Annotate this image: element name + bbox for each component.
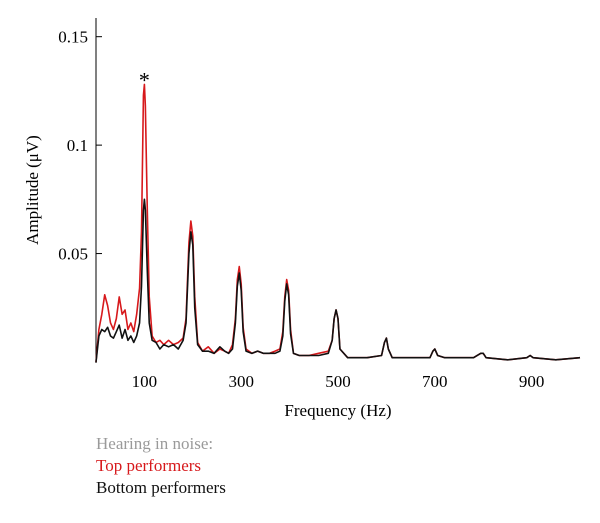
x-ticks: 100 300 500 700 900 [132,372,545,391]
x-tick-label: 900 [519,372,545,391]
x-tick-label: 300 [228,372,254,391]
y-axis: 0.05 0.1 0.15 [58,18,102,363]
x-tick-label: 500 [325,372,351,391]
y-tick-label: 0.15 [58,28,88,47]
y-tick-label: 0.1 [67,136,88,155]
legend-entry-top-performers: Top performers [96,456,202,475]
series-line-bottom-performers [95,198,581,363]
x-tick-label: 100 [132,372,158,391]
x-axis-title: Frequency (Hz) [284,401,391,420]
legend-title: Hearing in noise: [96,434,214,453]
x-tick-label: 700 [422,372,448,391]
legend-entry-bottom-performers: Bottom performers [96,478,226,497]
y-ticks: 0.05 0.1 0.15 [58,28,102,264]
y-axis-title: Amplitude (μV) [23,135,42,245]
peak-annotation: * [139,67,150,92]
legend: Hearing in noise: Top performers Bottom … [96,433,226,499]
series-layer [95,83,581,363]
y-tick-label: 0.05 [58,245,88,264]
